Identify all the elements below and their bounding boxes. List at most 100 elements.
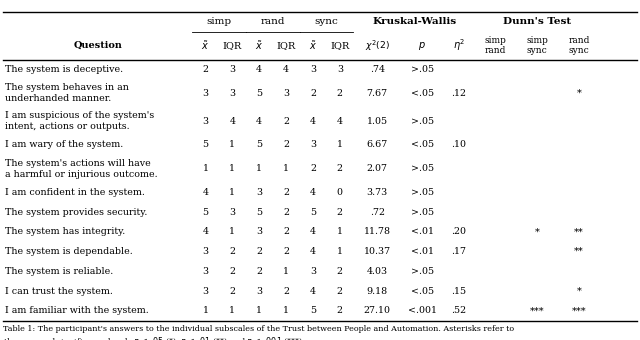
Text: 1: 1 — [229, 164, 236, 173]
Text: **: ** — [574, 227, 584, 236]
Text: Question: Question — [73, 41, 122, 50]
Text: 3: 3 — [229, 65, 236, 74]
Text: 2: 2 — [283, 227, 289, 236]
Text: 2: 2 — [310, 164, 316, 173]
Text: 10.37: 10.37 — [364, 247, 391, 256]
Text: 2: 2 — [283, 188, 289, 197]
Text: 1: 1 — [229, 227, 236, 236]
Text: 1: 1 — [202, 306, 209, 315]
Text: 2: 2 — [229, 267, 236, 276]
Text: 6.67: 6.67 — [367, 140, 388, 149]
Text: Kruskal-Wallis: Kruskal-Wallis — [372, 17, 456, 26]
Text: 2: 2 — [337, 89, 343, 98]
Text: The system is reliable.: The system is reliable. — [5, 267, 113, 276]
Text: I am wary of the system.: I am wary of the system. — [5, 140, 124, 149]
Text: 4: 4 — [202, 227, 209, 236]
Text: 3: 3 — [202, 267, 209, 276]
Text: $\tilde{x}$: $\tilde{x}$ — [202, 39, 209, 52]
Text: 3: 3 — [256, 188, 262, 197]
Text: 2: 2 — [283, 140, 289, 149]
Text: .72: .72 — [370, 208, 385, 217]
Text: The system is dependable.: The system is dependable. — [5, 247, 133, 256]
Text: 2: 2 — [283, 117, 289, 125]
Text: <.01: <.01 — [411, 227, 433, 236]
Text: >.05: >.05 — [410, 65, 434, 74]
Text: 1: 1 — [283, 267, 289, 276]
Text: ***: *** — [530, 306, 545, 315]
Text: 2: 2 — [256, 267, 262, 276]
Text: 1: 1 — [337, 247, 343, 256]
Text: 4: 4 — [256, 65, 262, 74]
Text: 9.18: 9.18 — [367, 287, 388, 295]
Text: 4: 4 — [229, 117, 236, 125]
Text: *: * — [577, 89, 581, 98]
Text: 1: 1 — [229, 140, 236, 149]
Text: rand: rand — [260, 17, 285, 26]
Text: 2: 2 — [283, 247, 289, 256]
Text: 1: 1 — [202, 164, 209, 173]
Text: 3: 3 — [283, 89, 289, 98]
Text: 1: 1 — [337, 140, 343, 149]
Text: $\chi^2(2)$: $\chi^2(2)$ — [365, 38, 390, 53]
Text: 4: 4 — [310, 247, 316, 256]
Text: 3: 3 — [229, 208, 236, 217]
Text: 7.67: 7.67 — [367, 89, 388, 98]
Text: 2: 2 — [337, 287, 343, 295]
Text: 2: 2 — [337, 208, 343, 217]
Text: simp
sync: simp sync — [526, 36, 548, 55]
Text: rand
sync: rand sync — [568, 36, 589, 55]
Text: <.001: <.001 — [408, 306, 436, 315]
Text: 5: 5 — [256, 208, 262, 217]
Text: 2: 2 — [229, 287, 236, 295]
Text: Table 1: The participant's answers to the individual subscales of the Trust betw: Table 1: The participant's answers to th… — [3, 325, 515, 340]
Text: I am confident in the system.: I am confident in the system. — [5, 188, 145, 197]
Text: 5: 5 — [256, 140, 262, 149]
Text: 2: 2 — [229, 247, 236, 256]
Text: 3: 3 — [256, 227, 262, 236]
Text: 0: 0 — [337, 188, 343, 197]
Text: 1: 1 — [256, 164, 262, 173]
Text: 1: 1 — [283, 164, 289, 173]
Text: 1: 1 — [337, 227, 343, 236]
Text: The system is deceptive.: The system is deceptive. — [5, 65, 124, 74]
Text: 5: 5 — [202, 208, 209, 217]
Text: 4: 4 — [283, 65, 289, 74]
Text: 4: 4 — [337, 117, 343, 125]
Text: 2: 2 — [283, 287, 289, 295]
Text: 4: 4 — [310, 188, 316, 197]
Text: .15: .15 — [451, 287, 467, 295]
Text: *: * — [535, 227, 540, 236]
Text: 4: 4 — [256, 117, 262, 125]
Text: 11.78: 11.78 — [364, 227, 391, 236]
Text: Dunn's Test: Dunn's Test — [503, 17, 572, 26]
Text: The system has integrity.: The system has integrity. — [5, 227, 125, 236]
Text: simp
rand: simp rand — [484, 36, 507, 55]
Text: The system provides security.: The system provides security. — [5, 208, 147, 217]
Text: IQR: IQR — [330, 41, 349, 50]
Text: IQR: IQR — [223, 41, 242, 50]
Text: IQR: IQR — [276, 41, 296, 50]
Text: **: ** — [574, 247, 584, 256]
Text: 5: 5 — [310, 306, 316, 315]
Text: 1.05: 1.05 — [367, 117, 388, 125]
Text: 3: 3 — [202, 247, 209, 256]
Text: 1: 1 — [229, 188, 236, 197]
Text: 2: 2 — [310, 89, 316, 98]
Text: >.05: >.05 — [410, 117, 434, 125]
Text: .17: .17 — [451, 247, 467, 256]
Text: I am familiar with the system.: I am familiar with the system. — [5, 306, 149, 315]
Text: 2: 2 — [337, 267, 343, 276]
Text: The system behaves in an
underhanded manner.: The system behaves in an underhanded man… — [5, 83, 129, 103]
Text: 27.10: 27.10 — [364, 306, 391, 315]
Text: 3: 3 — [337, 65, 343, 74]
Text: 2: 2 — [283, 208, 289, 217]
Text: >.05: >.05 — [410, 267, 434, 276]
Text: 4: 4 — [310, 227, 316, 236]
Text: 3: 3 — [229, 89, 236, 98]
Text: 1: 1 — [229, 306, 236, 315]
Text: I am suspicious of the system's
intent, actions or outputs.: I am suspicious of the system's intent, … — [5, 111, 154, 131]
Text: 2: 2 — [202, 65, 209, 74]
Text: 4: 4 — [310, 287, 316, 295]
Text: .74: .74 — [370, 65, 385, 74]
Text: 3.73: 3.73 — [367, 188, 388, 197]
